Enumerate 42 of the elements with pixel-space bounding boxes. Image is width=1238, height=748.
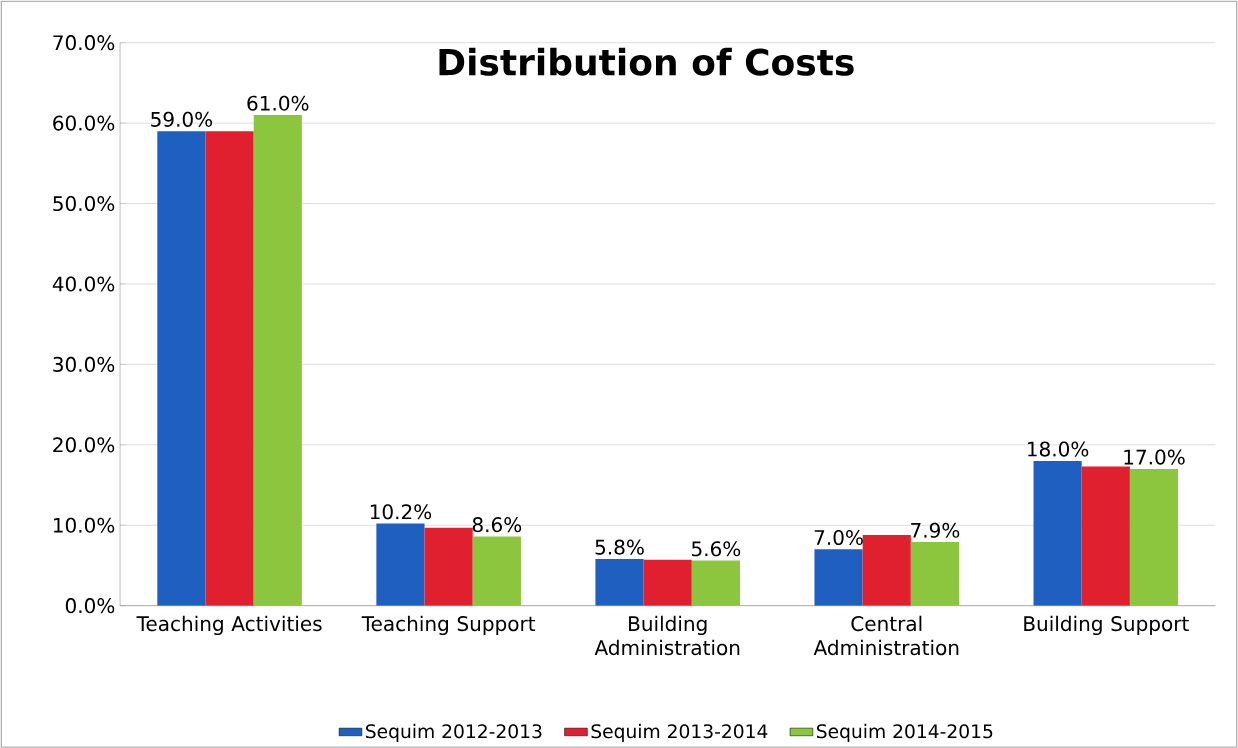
- bar: [205, 130, 254, 606]
- y-tick-label: 10.0%: [53, 517, 115, 533]
- data-label: 10.2%: [370, 504, 432, 520]
- bar: [691, 560, 740, 606]
- bar: [376, 523, 425, 606]
- data-label: 18.0%: [1028, 441, 1089, 457]
- bar: [1033, 460, 1082, 606]
- bar: [862, 534, 911, 606]
- y-tick-label: 70.0%: [53, 34, 115, 51]
- data-label: 5.8%: [595, 539, 644, 555]
- y-tick-label: 30.0%: [53, 356, 115, 372]
- data-label: 59.0%: [151, 111, 213, 127]
- x-tick-label: Building Support: [1024, 615, 1189, 635]
- x-tick-label: Building Administration: [594, 615, 740, 656]
- x-tick-label: Teaching Support: [361, 615, 536, 635]
- y-tick-label: 40.0%: [52, 276, 115, 292]
- data-label: 7.9%: [911, 522, 960, 538]
- chart-title: Distribution of Costs: [439, 47, 854, 76]
- bar: [595, 558, 644, 606]
- data-label: 5.6%: [692, 541, 741, 557]
- x-tick-label: Teaching Activities: [136, 615, 322, 635]
- x-tick-label: Central Administration: [813, 615, 959, 656]
- bar: [424, 527, 473, 606]
- bar: [643, 559, 692, 606]
- legend-label: Sequim 2014-2015: [816, 723, 993, 742]
- legend-label: Sequim 2012-2013: [366, 723, 542, 742]
- data-label: 7.0%: [814, 529, 863, 545]
- legend-label: Sequim 2013-2014: [591, 723, 768, 742]
- data-label: 17.0%: [1124, 449, 1185, 465]
- bar: [1129, 468, 1179, 606]
- y-tick-label: 0.0%: [65, 597, 115, 614]
- y-tick-label: 60.0%: [53, 115, 115, 131]
- bar: [910, 541, 960, 606]
- y-tick-label: 20.0%: [53, 437, 115, 453]
- bar: [472, 536, 521, 606]
- bar: [1081, 466, 1130, 606]
- bar: [814, 549, 863, 606]
- bar: [253, 114, 302, 606]
- data-label: 61.0%: [247, 95, 309, 111]
- bar: [157, 130, 206, 606]
- data-label: 8.6%: [472, 516, 522, 533]
- y-tick-label: 50.0%: [53, 195, 115, 211]
